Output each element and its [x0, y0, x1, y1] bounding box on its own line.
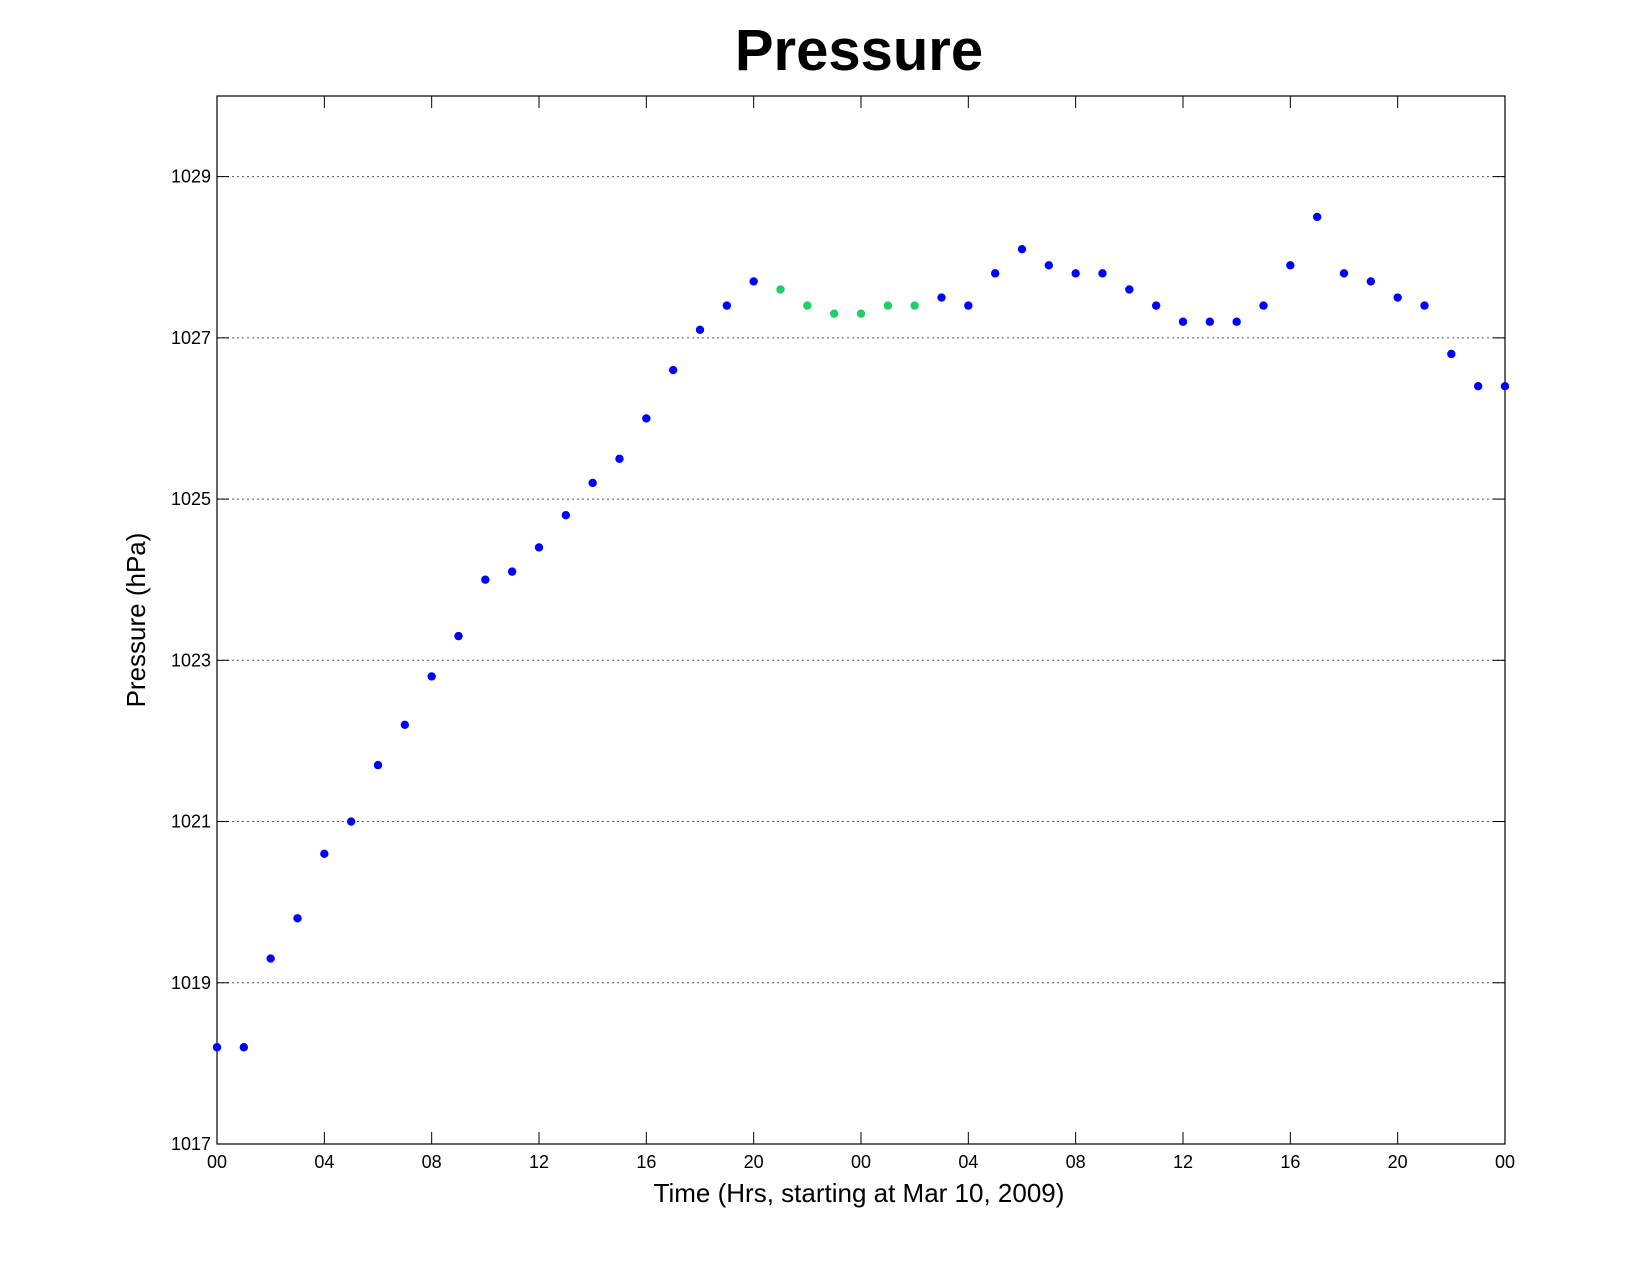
x-tick-label: 12 — [1173, 1152, 1193, 1172]
data-point-blue — [1098, 269, 1107, 278]
y-tick-label: 1023 — [171, 650, 211, 670]
x-tick-label: 08 — [1066, 1152, 1086, 1172]
y-axis-label: Pressure (hPa) — [121, 533, 151, 708]
x-tick-label: 20 — [744, 1152, 764, 1172]
data-point-blue — [373, 760, 383, 770]
data-point-blue — [1044, 261, 1054, 270]
x-tick-label: 00 — [851, 1152, 871, 1172]
data-point-blue — [346, 817, 356, 826]
x-tick-label: 04 — [314, 1152, 334, 1172]
data-point-green — [803, 301, 812, 310]
data-point-blue — [534, 543, 544, 552]
data-point-blue — [668, 365, 678, 375]
data-point-blue — [1205, 317, 1215, 326]
x-tick-label: 04 — [958, 1152, 978, 1172]
x-tick-labels: 00 04 08 12 16 20 00 04 08 12 16 20 00 — [207, 1152, 1515, 1172]
data-point-blue — [293, 914, 302, 923]
y-tick-labels: 1017 1019 1021 1023 1025 1027 1029 — [171, 167, 211, 1154]
data-point-blue — [1420, 301, 1429, 310]
data-point-blue — [722, 301, 732, 310]
data-point-blue — [1151, 301, 1161, 310]
axis-ticks — [216, 96, 1506, 1145]
data-point-blue — [937, 293, 946, 302]
data-point-blue — [1286, 261, 1295, 270]
data-point-blue — [1393, 293, 1402, 302]
data-point-blue — [1232, 317, 1241, 326]
data-point-blue — [642, 414, 651, 423]
data-point-blue — [1473, 382, 1483, 391]
data-point-blue — [561, 511, 571, 520]
x-tick-label: 08 — [422, 1152, 442, 1172]
data-point-blue — [239, 1043, 249, 1052]
data-point-blue — [588, 478, 597, 488]
data-point-blue — [1125, 285, 1134, 294]
x-tick-label: 20 — [1388, 1152, 1408, 1172]
data-point-blue — [1500, 382, 1510, 391]
x-tick-label: 12 — [529, 1152, 549, 1172]
data-point-blue — [990, 269, 1000, 278]
data-point-blue — [749, 277, 758, 286]
data-point-blue — [481, 575, 490, 584]
data-points — [212, 212, 1510, 1052]
y-tick-label: 1025 — [171, 489, 211, 509]
x-axis-label: Time (Hrs, starting at Mar 10, 2009) — [654, 1178, 1065, 1208]
data-point-blue — [427, 672, 436, 681]
data-point-blue — [507, 567, 517, 576]
data-point-blue — [1339, 269, 1349, 278]
plot-frame — [216, 95, 1506, 1145]
data-point-blue — [454, 631, 463, 641]
x-tick-label: 00 — [207, 1152, 227, 1172]
chart-title: Pressure — [735, 18, 983, 83]
data-point-blue — [1366, 277, 1376, 286]
data-point-blue — [1447, 349, 1456, 359]
data-point-blue — [1071, 269, 1080, 278]
x-tick-label: 00 — [1495, 1152, 1515, 1172]
data-point-green — [829, 309, 839, 318]
y-tick-label: 1019 — [171, 973, 211, 993]
y-tick-label: 1027 — [171, 328, 211, 348]
y-tick-label: 1017 — [171, 1134, 211, 1154]
data-point-green — [910, 301, 919, 310]
data-point-green — [776, 285, 785, 294]
y-tick-label: 1021 — [171, 812, 211, 832]
data-point-blue — [320, 849, 329, 858]
y-tick-label: 1029 — [171, 167, 211, 187]
data-point-green — [856, 309, 866, 318]
x-tick-label: 16 — [636, 1152, 656, 1172]
grid-lines — [217, 176, 1505, 984]
data-point-blue — [266, 954, 275, 963]
data-point-blue — [1259, 301, 1268, 310]
data-point-blue — [615, 454, 624, 463]
data-point-blue — [964, 301, 973, 310]
x-tick-label: 16 — [1280, 1152, 1300, 1172]
data-point-blue — [212, 1043, 222, 1052]
data-point-blue — [400, 720, 410, 729]
data-point-blue — [1017, 244, 1027, 254]
data-point-blue — [1178, 317, 1188, 326]
data-point-blue — [1312, 212, 1322, 222]
data-point-green — [883, 301, 893, 310]
data-point-blue — [695, 325, 705, 334]
